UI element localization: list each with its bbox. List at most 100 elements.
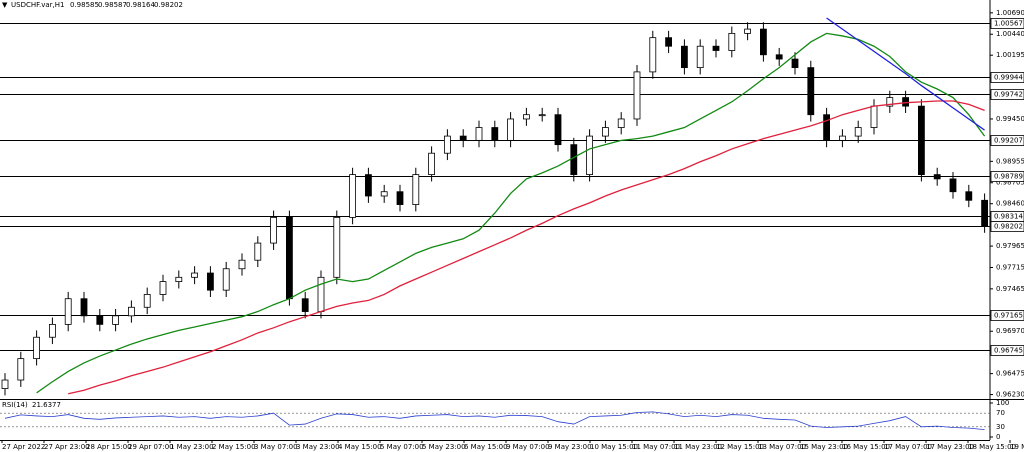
overlay-line [36, 32, 986, 394]
rsi-tick-label: 0 [996, 433, 1000, 441]
x-tick-label: 9 May 07:00 [506, 443, 550, 451]
overlay-line [826, 17, 985, 131]
x-tick-label: 19 May 07:00 [1010, 443, 1024, 451]
candle-body [507, 118, 515, 141]
x-tick-label: 4 May 15:00 [338, 443, 382, 451]
level-label-box [990, 89, 1024, 100]
y-tick-label: 0.96230 [996, 391, 1024, 399]
level-label: 0.98789 [994, 173, 1023, 181]
candle-body [428, 152, 436, 176]
level-label-box [990, 171, 1024, 182]
level-label: 0.99944 [994, 74, 1023, 82]
y-tick-label: 0.96970 [996, 327, 1024, 335]
candle-body [712, 45, 720, 51]
candle-body [775, 54, 783, 60]
y-tick-label: 0.98460 [996, 200, 1024, 208]
x-tick-label: 3 May 23:00 [296, 443, 340, 451]
candle-body [285, 217, 293, 300]
candle-body [33, 336, 40, 360]
candle-body [807, 67, 815, 116]
candle-body [586, 135, 593, 176]
candle-body [949, 178, 957, 193]
candle-body [554, 114, 562, 146]
candle-body [64, 298, 72, 325]
level-label-box [990, 135, 1024, 146]
candle-body [238, 259, 246, 270]
candle-body [206, 272, 214, 291]
x-tick-label: 1 May 23:00 [170, 443, 214, 451]
y-tick-label: 0.98955 [996, 157, 1024, 165]
candle-body [396, 191, 404, 205]
x-tick-label: 2 May 15:00 [212, 443, 256, 451]
level-label: 0.99207 [994, 137, 1023, 145]
candle-body [49, 323, 56, 338]
x-tick-label: 27 Apr 2022 [2, 443, 45, 451]
candle-body [159, 281, 167, 295]
candle-body [443, 135, 451, 154]
collapse-arrow[interactable]: ▼ [2, 1, 8, 9]
x-tick-label: 11 May 23:00 [674, 443, 722, 451]
candle-body [918, 105, 925, 176]
candle-body [80, 298, 88, 317]
candle-body [112, 315, 119, 325]
candle-body [602, 127, 609, 137]
y-tick-label: 0.99450 [996, 115, 1024, 123]
level-label: 0.98202 [994, 223, 1023, 231]
candle-body [744, 28, 751, 34]
level-label-box [990, 221, 1024, 232]
x-tick-label: 15 May 23:00 [800, 443, 848, 451]
x-tick-label: 11 May 07:00 [632, 443, 680, 451]
y-tick-label: 0.96475 [996, 370, 1024, 378]
candle-body [317, 276, 325, 312]
candle-body [870, 105, 878, 128]
y-tick-label: 1.00440 [996, 30, 1024, 38]
candle-body [459, 135, 467, 141]
candle-body [696, 45, 704, 69]
candle-body [665, 37, 672, 47]
candle-body [633, 71, 641, 120]
candle-body [175, 276, 183, 282]
candle-body [886, 97, 894, 107]
x-tick-label: 13 May 07:00 [758, 443, 806, 451]
x-tick-label: 17 May 23:00 [926, 443, 974, 451]
candle-body [254, 242, 262, 261]
level-label: 0.99742 [994, 91, 1023, 99]
rsi-tick-label: 100 [996, 399, 1009, 407]
candle-body [333, 217, 341, 278]
candle-body [760, 28, 767, 56]
candle-body [475, 127, 483, 141]
level-label: 0.98314 [994, 213, 1023, 221]
candle-body [412, 174, 420, 205]
x-tick-label: 6 May 15:00 [464, 443, 508, 451]
candle-body [681, 45, 688, 69]
level-label-box [990, 310, 1024, 321]
x-tick-label: 16 May 15:00 [842, 443, 890, 451]
candle-body [96, 315, 104, 325]
level-label: 0.97165 [994, 312, 1023, 320]
level-label-box [990, 18, 1024, 29]
ohlc-header: 0.98585 0.98587 0.98164 0.98202 [70, 1, 183, 9]
level-label-box [990, 72, 1024, 83]
candle-body [933, 174, 941, 180]
candle-body [364, 174, 372, 197]
level-label-box [990, 345, 1024, 356]
rsi-line [4, 411, 985, 431]
candle-body [728, 32, 736, 51]
y-tick-label: 0.97715 [996, 263, 1024, 271]
candle-body [570, 144, 578, 176]
x-tick-label: 5 May 07:00 [380, 443, 424, 451]
candle-body [127, 306, 135, 317]
candle-body [301, 298, 309, 312]
ohlc-value: 0.98202 [154, 1, 183, 9]
x-tick-label: 12 May 15:00 [716, 443, 764, 451]
x-tick-label: 17 May 07:00 [884, 443, 932, 451]
candle-body [380, 191, 388, 197]
y-tick-label: 0.97465 [996, 285, 1024, 293]
x-tick-label: 3 May 07:00 [254, 443, 298, 451]
x-tick-label: 27 Apr 23:00 [44, 443, 90, 451]
candle-body [902, 97, 909, 107]
candle-body [222, 268, 230, 291]
level-label: 1.00567 [994, 20, 1023, 28]
y-tick-label: 0.98705 [996, 179, 1024, 187]
